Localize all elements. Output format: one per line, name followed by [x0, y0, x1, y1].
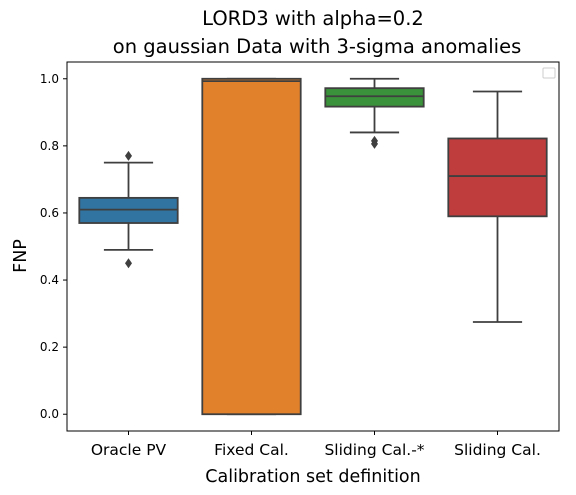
y-tick-label: 0.2	[40, 340, 59, 354]
y-tick-label: 0.4	[40, 273, 59, 287]
box-body	[447, 137, 548, 218]
y-tick-label: 1.0	[40, 72, 59, 86]
x-tick-label: Oracle PV	[91, 441, 167, 459]
outlier-point	[371, 138, 378, 149]
outlier-point	[125, 258, 132, 269]
plot-area: 0.0 0.2 0.4 0.6 0.8 1.0 Oracle PV Fixed Cal. Sli…	[40, 61, 560, 459]
y-tick-label: 0.0	[40, 407, 59, 421]
y-axis-label: FNP	[11, 239, 31, 273]
x-tick-label: Sliding Cal.	[454, 441, 541, 459]
legend-box	[542, 67, 556, 79]
chart-subtitle: on gaussian Data with 3-sigma anomalies	[113, 35, 521, 58]
y-tick-label: 0.6	[40, 206, 59, 220]
x-tick-label: Sliding Cal.-*	[324, 441, 424, 459]
outlier-point	[125, 150, 132, 161]
x-axis-label: Calibration set definition	[205, 467, 420, 487]
box-body	[324, 87, 425, 108]
x-tick-label: Fixed Cal.	[214, 441, 289, 459]
box-body	[201, 77, 302, 416]
y-tick-label: 0.8	[40, 139, 59, 153]
plot-frame	[66, 61, 560, 432]
chart-title: LORD3 with alpha=0.2	[202, 7, 424, 30]
